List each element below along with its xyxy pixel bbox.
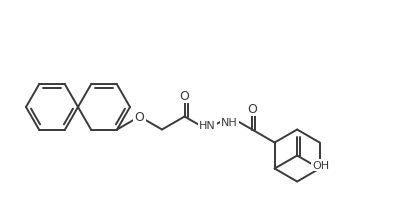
Text: OH: OH xyxy=(312,160,330,170)
Text: O: O xyxy=(180,90,190,103)
Text: HN: HN xyxy=(198,120,215,130)
Text: O: O xyxy=(247,103,257,115)
Text: NH: NH xyxy=(221,117,238,127)
Text: O: O xyxy=(135,110,144,123)
